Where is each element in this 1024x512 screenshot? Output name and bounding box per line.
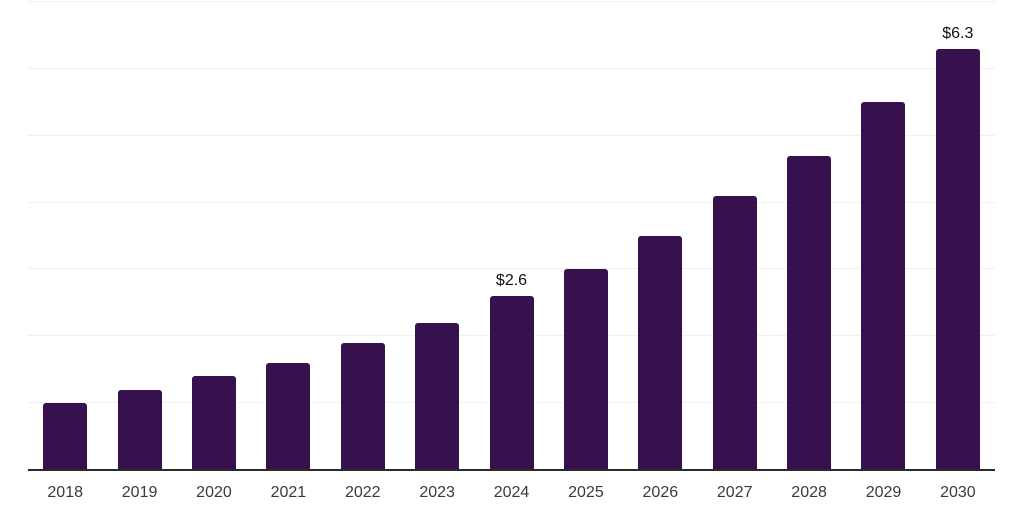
- bar-2020: [191, 376, 236, 470]
- gridline: [28, 201, 995, 203]
- bar-2030: [935, 48, 980, 470]
- x-tick-label-2027: 2027: [716, 484, 753, 501]
- gridline: [28, 1, 995, 2]
- x-tick-label-2025: 2025: [568, 484, 604, 501]
- plot-area: $2.6 $6.3: [28, 1, 995, 470]
- x-tick-label-2030: 2030: [940, 484, 976, 501]
- bar-2024: [489, 296, 534, 470]
- x-tick-label-2024: 2024: [493, 484, 530, 501]
- bar-2023: [415, 322, 460, 470]
- x-axis-line: [28, 469, 995, 471]
- x-tick-label-2021: 2021: [270, 484, 307, 501]
- x-tick-label-2019: 2019: [121, 484, 158, 501]
- x-tick-label-2022: 2022: [344, 484, 381, 501]
- x-tick-label-2023: 2023: [419, 484, 455, 501]
- bar-2025: [563, 269, 608, 470]
- bar-2021: [266, 363, 311, 470]
- bar-2029: [861, 102, 906, 470]
- bar-2026: [638, 236, 683, 470]
- x-tick-label-2028: 2028: [791, 484, 827, 501]
- gridline: [28, 67, 995, 69]
- x-tick-label-2020: 2020: [196, 484, 232, 501]
- x-tick-label-2026: 2026: [642, 484, 679, 501]
- bar-2027: [712, 195, 757, 470]
- x-tick-label-2029: 2029: [865, 484, 902, 501]
- x-tick-label-2018: 2018: [47, 484, 83, 501]
- bar-2022: [340, 342, 385, 470]
- value-label-2030: $6.3: [942, 24, 974, 42]
- x-axis-labels: 2018 2019 2020 2021 2022 2023 2024 2025 2026 2027…: [28, 484, 995, 502]
- value-label-2024: $2.6: [495, 272, 528, 290]
- bar-2018: [43, 403, 88, 470]
- bar-2019: [117, 389, 162, 470]
- bar-2028: [787, 155, 832, 470]
- gridline: [28, 268, 995, 270]
- gridline: [28, 134, 995, 136]
